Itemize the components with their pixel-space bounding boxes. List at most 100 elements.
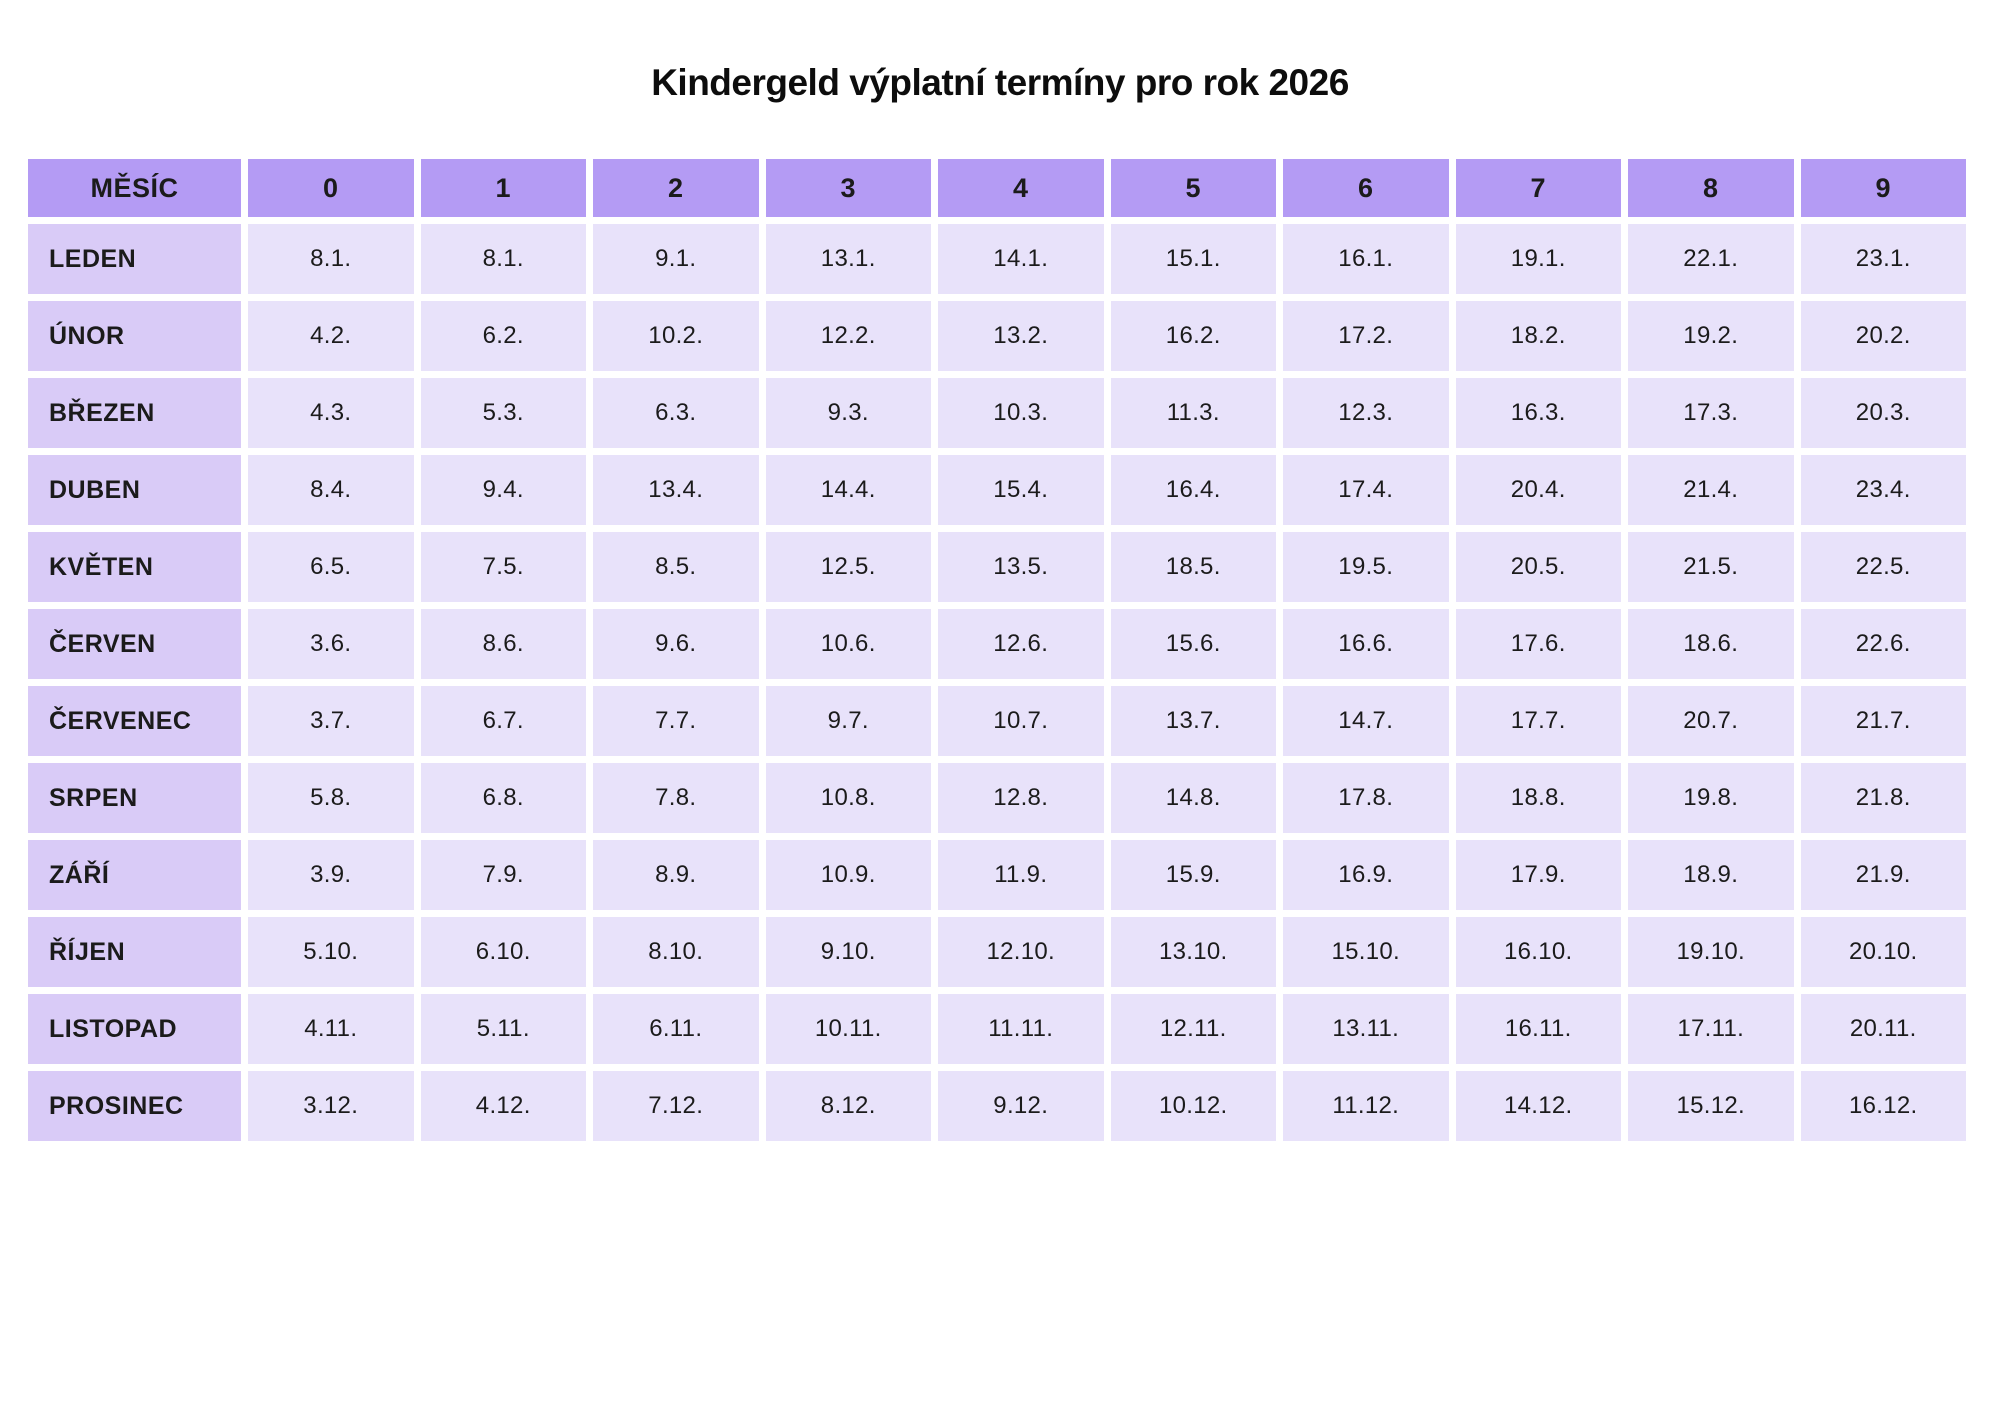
payment-date-cell: 4.11. <box>248 994 414 1064</box>
payment-date-cell: 19.1. <box>1455 224 1621 294</box>
payment-date-cell: 5.8. <box>248 763 414 833</box>
table-row-leden: LEDEN 8.1. 8.1. 9.1. 13.1. 14.1. 15.1. 16.1. 19.… <box>28 224 1966 294</box>
table-row-prosinec: PROSINEC 3.12. 4.12. 7.12. 8.12. 9.12. 10.12. 1… <box>28 1071 1966 1141</box>
month-label: ÚNOR <box>28 301 241 371</box>
payment-date-cell: 7.7. <box>593 686 759 756</box>
payment-date-cell: 12.2. <box>765 301 931 371</box>
payment-date-cell: 22.1. <box>1628 224 1794 294</box>
payment-date-cell: 18.8. <box>1455 763 1621 833</box>
column-header-digit-0: 0 <box>248 159 414 217</box>
payment-date-cell: 23.1. <box>1800 224 1966 294</box>
payment-date-cell: 19.10. <box>1628 917 1794 987</box>
payment-date-cell: 20.11. <box>1800 994 1966 1064</box>
payment-date-cell: 15.12. <box>1628 1071 1794 1141</box>
payment-date-cell: 11.12. <box>1283 1071 1449 1141</box>
payment-date-cell: 22.5. <box>1800 532 1966 602</box>
payment-date-cell: 6.8. <box>420 763 586 833</box>
payment-date-cell: 13.4. <box>593 455 759 525</box>
payment-date-cell: 10.8. <box>765 763 931 833</box>
payment-date-cell: 8.4. <box>248 455 414 525</box>
page-title: Kindergeld výplatní termíny pro rok 2026 <box>651 62 1349 103</box>
month-label: SRPEN <box>28 763 241 833</box>
payment-date-cell: 11.11. <box>938 994 1104 1064</box>
table-row-červen: ČERVEN 3.6. 8.6. 9.6. 10.6. 12.6. 15.6. 16.6. 17… <box>28 609 1966 679</box>
payment-date-cell: 8.12. <box>765 1071 931 1141</box>
payment-date-cell: 13.10. <box>1110 917 1276 987</box>
payment-date-cell: 21.4. <box>1628 455 1794 525</box>
payment-date-cell: 4.12. <box>420 1071 586 1141</box>
payment-date-cell: 21.5. <box>1628 532 1794 602</box>
payment-date-cell: 6.2. <box>420 301 586 371</box>
payment-date-cell: 5.11. <box>420 994 586 1064</box>
month-label: PROSINEC <box>28 1071 241 1141</box>
payment-date-cell: 9.12. <box>938 1071 1104 1141</box>
table-row-únor: ÚNOR 4.2. 6.2. 10.2. 12.2. 13.2. 16.2. 17.2. 18.… <box>28 301 1966 371</box>
payment-date-cell: 10.6. <box>765 609 931 679</box>
payment-date-cell: 12.8. <box>938 763 1104 833</box>
payment-date-cell: 6.10. <box>420 917 586 987</box>
column-header-digit-1: 1 <box>420 159 586 217</box>
payment-date-cell: 20.3. <box>1800 378 1966 448</box>
payment-date-cell: 23.4. <box>1800 455 1966 525</box>
column-header-digit-8: 8 <box>1628 159 1794 217</box>
column-header-digit-9: 9 <box>1800 159 1966 217</box>
payment-date-cell: 17.7. <box>1455 686 1621 756</box>
payment-date-cell: 16.11. <box>1455 994 1621 1064</box>
payment-date-cell: 9.1. <box>593 224 759 294</box>
payment-date-cell: 19.5. <box>1283 532 1449 602</box>
payment-date-cell: 9.4. <box>420 455 586 525</box>
page: Kindergeld výplatní termíny pro rok 2026… <box>0 62 2000 1148</box>
payment-date-cell: 14.12. <box>1455 1071 1621 1141</box>
payment-date-cell: 5.10. <box>248 917 414 987</box>
payment-date-cell: 17.6. <box>1455 609 1621 679</box>
payment-date-cell: 16.3. <box>1455 378 1621 448</box>
payment-date-cell: 9.3. <box>765 378 931 448</box>
payment-date-cell: 12.6. <box>938 609 1104 679</box>
payment-date-cell: 17.11. <box>1628 994 1794 1064</box>
payment-date-cell: 4.2. <box>248 301 414 371</box>
header-row: MĚSÍC 0 1 2 3 4 5 6 7 8 9 <box>28 159 1966 217</box>
payment-date-cell: 7.12. <box>593 1071 759 1141</box>
payment-date-cell: 13.1. <box>765 224 931 294</box>
payment-date-cell: 19.8. <box>1628 763 1794 833</box>
table-body: LEDEN 8.1. 8.1. 9.1. 13.1. 14.1. 15.1. 16.1. 19.… <box>28 224 1966 1141</box>
table-row-září: ZÁŘÍ 3.9. 7.9. 8.9. 10.9. 11.9. 15.9. 16.9. 17.9… <box>28 840 1966 910</box>
month-label: ŘÍJEN <box>28 917 241 987</box>
payment-date-cell: 10.2. <box>593 301 759 371</box>
payment-date-cell: 20.4. <box>1455 455 1621 525</box>
payment-date-cell: 16.6. <box>1283 609 1449 679</box>
month-label: DUBEN <box>28 455 241 525</box>
table-row-srpen: SRPEN 5.8. 6.8. 7.8. 10.8. 12.8. 14.8. 17.8. 18.… <box>28 763 1966 833</box>
payment-date-cell: 5.3. <box>420 378 586 448</box>
table-header: MĚSÍC 0 1 2 3 4 5 6 7 8 9 <box>28 159 1966 217</box>
payment-date-cell: 20.5. <box>1455 532 1621 602</box>
payment-date-cell: 17.3. <box>1628 378 1794 448</box>
payment-date-cell: 13.2. <box>938 301 1104 371</box>
payment-date-cell: 12.11. <box>1110 994 1276 1064</box>
payment-date-cell: 13.11. <box>1283 994 1449 1064</box>
payment-date-cell: 12.3. <box>1283 378 1449 448</box>
payment-date-cell: 15.1. <box>1110 224 1276 294</box>
payment-date-cell: 14.4. <box>765 455 931 525</box>
table-row-říjen: ŘÍJEN 5.10. 6.10. 8.10. 9.10. 12.10. 13.10. 15.… <box>28 917 1966 987</box>
payment-date-cell: 21.8. <box>1800 763 1966 833</box>
column-header-digit-2: 2 <box>593 159 759 217</box>
payment-date-cell: 15.4. <box>938 455 1104 525</box>
payment-date-cell: 16.12. <box>1800 1071 1966 1141</box>
payment-date-cell: 8.6. <box>420 609 586 679</box>
month-label: ZÁŘÍ <box>28 840 241 910</box>
column-header-digit-3: 3 <box>765 159 931 217</box>
column-header-digit-4: 4 <box>938 159 1104 217</box>
payment-date-cell: 18.5. <box>1110 532 1276 602</box>
payment-date-cell: 15.10. <box>1283 917 1449 987</box>
payment-date-cell: 6.5. <box>248 532 414 602</box>
payment-date-cell: 17.2. <box>1283 301 1449 371</box>
payment-date-cell: 11.3. <box>1110 378 1276 448</box>
payment-date-cell: 16.4. <box>1110 455 1276 525</box>
month-label: ČERVENEC <box>28 686 241 756</box>
column-header-digit-7: 7 <box>1455 159 1621 217</box>
payment-date-cell: 20.7. <box>1628 686 1794 756</box>
payment-date-cell: 20.2. <box>1800 301 1966 371</box>
month-label: KVĚTEN <box>28 532 241 602</box>
payment-date-cell: 10.7. <box>938 686 1104 756</box>
